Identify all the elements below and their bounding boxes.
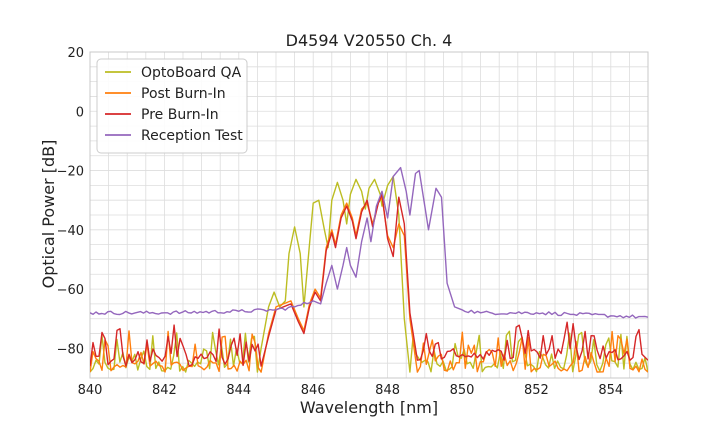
- legend-label: OptoBoard QA: [141, 65, 242, 81]
- x-tick-label: 854: [598, 383, 623, 398]
- x-axis-title: Wavelength [nm]: [300, 398, 438, 417]
- x-tick-label: 850: [450, 383, 475, 398]
- y-tick-label: −80: [57, 342, 84, 357]
- series-line: [90, 193, 648, 367]
- y-axis-title: Optical Power [dB]: [39, 140, 58, 289]
- y-tick-label: 0: [76, 105, 84, 120]
- legend-box: [96, 58, 248, 154]
- plot-area: [89, 51, 649, 379]
- series-line: [90, 175, 648, 373]
- x-tick-label: 840: [78, 383, 103, 398]
- y-tick-label: −40: [57, 224, 84, 239]
- legend-label: Post Burn-In: [141, 86, 226, 102]
- y-axis-ticks: −80 −60 −40 −20 0 20: [57, 46, 84, 357]
- series-layer: [90, 166, 648, 373]
- legend: OptoBoard QA Post Burn-In Pre Burn-In Recep…: [96, 58, 248, 154]
- chart-title: D4594 V20550 Ch. 4: [286, 31, 453, 50]
- x-tick-label: 844: [226, 383, 251, 398]
- x-axis-ticks: 840 842 844 846 848 850 852 854: [78, 383, 624, 398]
- x-tick-label: 842: [152, 383, 177, 398]
- series-line: [90, 196, 648, 373]
- x-tick-label: 852: [524, 383, 549, 398]
- legend-label: Pre Burn-In: [141, 107, 219, 123]
- y-tick-label: −60: [57, 283, 84, 298]
- y-tick-label: 20: [67, 46, 84, 61]
- x-tick-label: 846: [301, 383, 326, 398]
- x-tick-label: 848: [375, 383, 400, 398]
- series-line: [90, 166, 648, 319]
- legend-label: Reception Test: [141, 128, 243, 144]
- y-tick-label: −20: [57, 165, 84, 180]
